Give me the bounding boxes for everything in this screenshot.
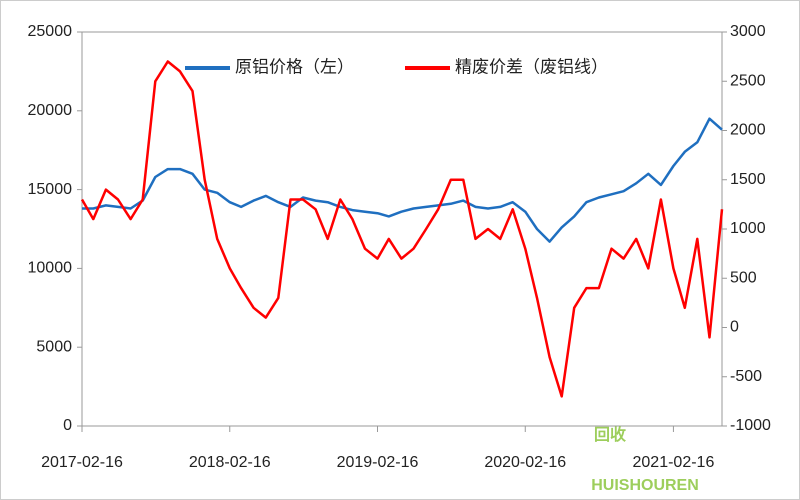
legend-label: 原铝价格（左） xyxy=(235,57,354,76)
y-tick-label: 10000 xyxy=(28,260,73,277)
watermark-sub: HUISHOUREN xyxy=(591,477,699,494)
legend-label: 精废价差（废铝线） xyxy=(455,57,608,76)
x-tick-label: 2020-02-16 xyxy=(484,454,566,471)
y2-tick-label: 500 xyxy=(730,269,757,286)
series-line xyxy=(80,60,724,398)
x-tick-label: 2018-02-16 xyxy=(189,454,271,471)
y2-tick-label: 2000 xyxy=(730,122,766,139)
x-tick-label: 2021-02-16 xyxy=(633,454,715,471)
y-tick-label: 0 xyxy=(63,417,72,434)
y2-tick-label: -1000 xyxy=(730,417,771,434)
series-line xyxy=(82,117,723,243)
y-tick-label: 5000 xyxy=(36,338,72,355)
y-tick-label: 20000 xyxy=(28,102,73,119)
x-tick-label: 2019-02-16 xyxy=(337,454,419,471)
y2-tick-label: 1500 xyxy=(730,171,766,188)
y2-tick-label: 0 xyxy=(730,319,739,336)
y-tick-label: 15000 xyxy=(28,181,73,198)
watermark: 回收 xyxy=(594,425,626,444)
y2-tick-label: 3000 xyxy=(730,23,766,40)
y2-tick-label: -500 xyxy=(730,368,762,385)
y-tick-label: 25000 xyxy=(28,23,73,40)
x-tick-label: 2017-02-16 xyxy=(41,454,123,471)
y2-tick-label: 1000 xyxy=(730,220,766,237)
y2-tick-label: 2500 xyxy=(730,72,766,89)
